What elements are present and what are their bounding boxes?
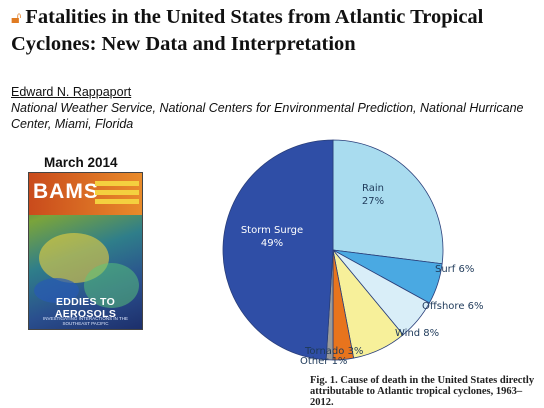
pie-label-storm-surge: Storm Surge 49% — [241, 225, 303, 249]
pie-label-other: Other 1% — [300, 356, 347, 367]
pie-label-rain: Rain 27% — [362, 183, 384, 207]
cover-subtitle: INVESTIGATING INTERACTIONS IN THE SOUTHE… — [42, 316, 129, 326]
journal-cover-image: BAMS EDDIES TO AEROSOLS INVESTIGATING IN… — [28, 172, 143, 330]
author-affiliation: National Weather Service, National Cente… — [11, 101, 524, 131]
pie-slices — [222, 139, 444, 361]
open-access-lock-icon: 🔓︎ — [11, 8, 22, 27]
cover-swirl — [34, 278, 79, 303]
article-title: 🔓︎ Fatalities in the United States from A… — [11, 4, 536, 58]
cover-journal-name: BAMS — [33, 180, 99, 203]
cover-tag — [95, 199, 139, 204]
pie-slice-rain — [332, 139, 444, 265]
pie-slice-storm-surge — [222, 139, 334, 361]
author-name[interactable]: Edward N. Rappaport — [11, 85, 132, 99]
cover-tag — [95, 181, 139, 186]
pie-label-offshore: Offshore 6% — [422, 301, 484, 312]
pie-chart: Rain 27% Surf 6% Offshore 6% Wind 8% Tornado … — [222, 139, 484, 367]
pie-label-surf: Surf 6% — [435, 264, 474, 275]
cover-tag — [95, 190, 139, 195]
article-title-text: Fatalities in the United States from Atl… — [11, 6, 484, 55]
pie-label-tornado: Tornado 3% — [304, 346, 363, 357]
journal-issue: March 2014 — [44, 155, 118, 170]
cover-swirl — [84, 263, 139, 308]
figure-caption: Fig. 1. Cause of death in the United Sta… — [310, 375, 535, 408]
cover-headline: EDDIES TO AEROSOLS — [54, 296, 117, 320]
pie-label-wind: Wind 8% — [395, 328, 439, 339]
pie-labels: Rain 27% Surf 6% Offshore 6% Wind 8% Tornado … — [241, 183, 484, 367]
